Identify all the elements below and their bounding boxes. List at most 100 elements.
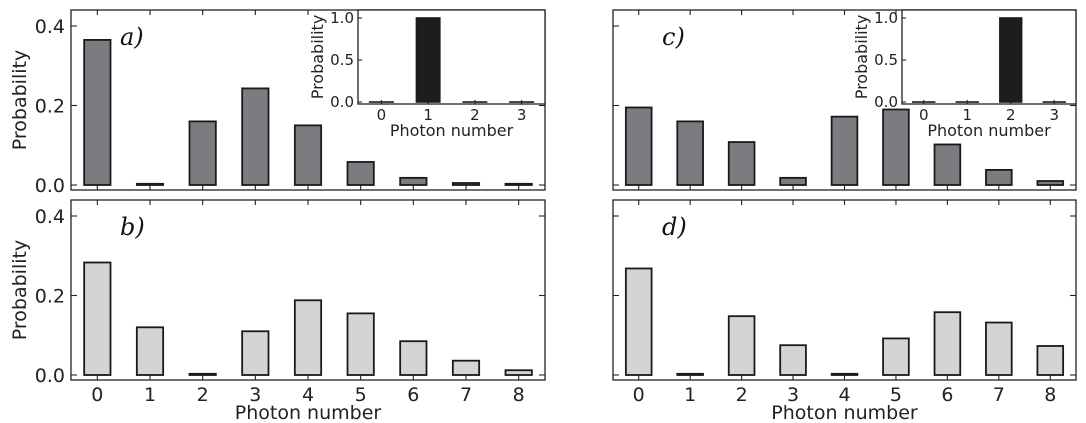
inset-bar-1 <box>415 17 441 103</box>
bar-1 <box>676 372 704 376</box>
y-tick-label: 0.2 <box>35 96 65 118</box>
inset-x-tick-label-0: 0 <box>919 106 929 124</box>
inset-y-tick-label: 0.0 <box>874 93 898 111</box>
inset-y-tick-label: 1.0 <box>330 9 354 27</box>
bar-6 <box>399 176 428 186</box>
bar-4 <box>830 115 859 186</box>
inset-bar-2 <box>999 17 1023 103</box>
x-tick-label-2: 2 <box>197 384 209 406</box>
x-tick-label-4: 4 <box>302 384 314 406</box>
x-tick-label-1: 1 <box>144 384 156 406</box>
x-tick-label-7: 7 <box>993 384 1005 406</box>
panel-label: d) <box>662 213 687 241</box>
x-tick-label-4: 4 <box>838 384 850 406</box>
panel-label: c) <box>662 23 685 51</box>
inset-frame <box>357 9 546 105</box>
bar-3 <box>779 344 807 376</box>
y-axis-title: Probability <box>9 50 31 150</box>
panel-3: 0 1 2 3 4 5 6 7 8 Photon number d) <box>612 199 1077 423</box>
bar-0 <box>624 267 653 376</box>
y-tick-label: 0.2 <box>35 286 65 308</box>
bar-3 <box>241 87 270 186</box>
bar-0 <box>83 39 112 186</box>
x-tick-label-6: 6 <box>407 384 419 406</box>
bar-0 <box>624 106 653 186</box>
bar-2 <box>727 315 756 376</box>
inset-x-tick-label-3: 3 <box>1049 106 1059 124</box>
inset-y-tick-label: 0.5 <box>874 51 898 69</box>
bar-8 <box>1036 180 1065 186</box>
inset-x-tick-label-3: 3 <box>517 106 527 124</box>
bar-8 <box>504 182 533 186</box>
bar-6 <box>933 311 962 376</box>
inset-x-tick-label-0: 0 <box>377 106 387 124</box>
x-tick-label-2: 2 <box>736 384 748 406</box>
inset-y-axis-title: Probability <box>852 15 871 100</box>
bar-3 <box>241 330 270 376</box>
y-tick-label: 0.4 <box>35 206 65 228</box>
inset-background <box>902 10 1076 104</box>
x-axis-title: Photon number <box>235 402 382 423</box>
plot-frame <box>612 199 1077 381</box>
bar-3 <box>779 176 807 186</box>
x-tick-label-5: 5 <box>890 384 902 406</box>
y-tick-label: 0.0 <box>35 365 65 387</box>
y-axis-title: Probability <box>9 240 31 340</box>
inset-y-axis-title: Probability <box>308 15 327 100</box>
bar-5 <box>346 312 375 376</box>
inset-frame <box>901 9 1077 105</box>
bar-6 <box>933 143 962 186</box>
x-tick-label-8: 8 <box>513 384 525 406</box>
y-tick-label: 0.4 <box>35 16 65 38</box>
x-tick-label-8: 8 <box>1044 384 1056 406</box>
bar-7 <box>985 321 1013 376</box>
panel-label: b) <box>120 213 145 241</box>
inset-y-tick-label: 1.0 <box>874 9 898 27</box>
bar-1 <box>676 120 704 186</box>
bar-1 <box>135 326 165 376</box>
inset-x-axis-title: Photon number <box>927 121 1051 140</box>
inset-x-tick-label-1: 1 <box>423 106 433 124</box>
inset-y-tick-label: 0.0 <box>330 93 354 111</box>
bar-8 <box>1036 345 1065 376</box>
bar-5 <box>882 337 910 376</box>
x-tick-label-3: 3 <box>249 384 261 406</box>
bar-7 <box>451 182 481 186</box>
y-tick-label: 0.0 <box>35 175 65 197</box>
x-tick-label-5: 5 <box>355 384 367 406</box>
bar-4 <box>293 299 323 376</box>
x-tick-label-0: 0 <box>633 384 645 406</box>
inset-x-tick-label-2: 2 <box>470 106 480 124</box>
x-tick-label-6: 6 <box>941 384 953 406</box>
x-axis-title: Photon number <box>771 402 918 423</box>
x-tick-label-7: 7 <box>460 384 472 406</box>
inset-background <box>358 10 545 104</box>
bar-7 <box>451 359 481 376</box>
inset-x-axis-title: Photon number <box>390 121 514 140</box>
panel-label: a) <box>120 23 144 51</box>
plot-frame <box>70 199 546 381</box>
bar-4 <box>293 124 323 186</box>
inset-x-tick-label-1: 1 <box>962 106 972 124</box>
bar-2 <box>188 372 217 376</box>
bar-1 <box>135 182 165 186</box>
bar-5 <box>346 161 375 186</box>
x-tick-label-3: 3 <box>787 384 799 406</box>
x-tick-label-0: 0 <box>91 384 103 406</box>
bar-2 <box>188 120 217 186</box>
x-tick-label-1: 1 <box>684 384 696 406</box>
inset-y-tick-label: 0.5 <box>330 51 354 69</box>
bar-5 <box>882 108 910 186</box>
bar-2 <box>727 141 756 186</box>
bar-4 <box>830 372 859 376</box>
bar-6 <box>399 340 428 376</box>
bar-7 <box>985 168 1013 186</box>
bar-8 <box>504 369 533 376</box>
inset-x-tick-label-2: 2 <box>1006 106 1016 124</box>
